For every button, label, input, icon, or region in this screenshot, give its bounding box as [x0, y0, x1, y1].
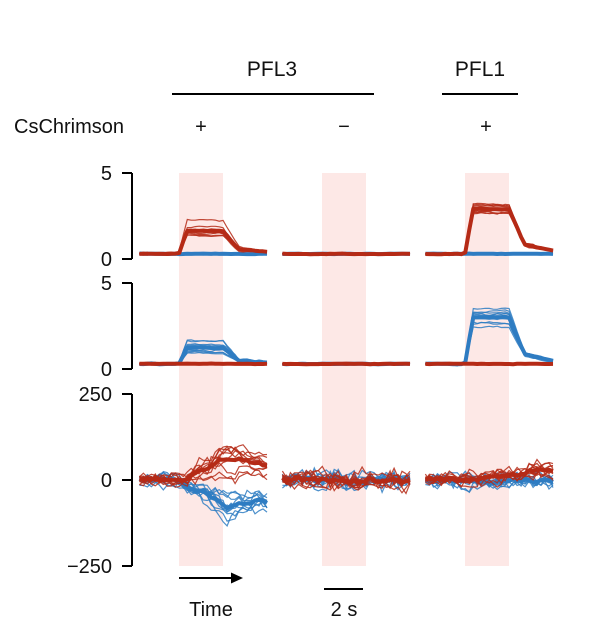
group-label-pfl3: PFL3 — [247, 58, 297, 81]
scale-bar-label: 2 s — [331, 599, 358, 621]
mean-trace-red-row3-col1 — [139, 456, 268, 483]
y-tick-label-row1-0: 0 — [101, 249, 112, 271]
stimulus-shade-col3 — [465, 173, 509, 566]
header: PFL3 PFL1 CsChrimson + − + — [14, 58, 518, 138]
y-tick-label-row3-neg250: −250 — [67, 556, 112, 578]
stimulus-shade-col2 — [322, 173, 366, 566]
mean-trace-red-row2-col3 — [425, 361, 554, 367]
time-annotation: Time 2 s — [179, 572, 363, 621]
condition-label: CsChrimson — [14, 116, 124, 138]
time-arrow-head-icon — [231, 572, 243, 584]
y-tick-label-row3-0: 0 — [101, 470, 112, 492]
mean-trace-red-row2-col2 — [282, 361, 411, 367]
condition-sign-1: + — [195, 116, 207, 138]
trace-red-row3-col3-5 — [424, 458, 554, 485]
group-label-pfl1: PFL1 — [455, 58, 505, 81]
trace-red-row3-col3-10 — [425, 462, 554, 485]
trace-red-row3-col1-5 — [139, 469, 268, 485]
y-tick-label-row2-0: 0 — [101, 359, 112, 381]
trace-red-row3-col1-10 — [139, 450, 268, 486]
traces — [138, 202, 554, 527]
mean-trace-red-row3-col3 — [425, 467, 554, 483]
time-label: Time — [189, 599, 233, 621]
trace-blue-row3-col1-10 — [139, 475, 268, 522]
mean-trace-red-row2-col1 — [139, 361, 268, 367]
condition-sign-2: − — [338, 116, 350, 138]
y-tick-label-row3-250: 250 — [79, 384, 112, 406]
mean-trace-red-row3-col2 — [281, 475, 411, 486]
mean-trace-red-row1-col1 — [139, 228, 268, 256]
mean-trace-red-row1-col3 — [425, 206, 554, 257]
trace-red-row3-col3-6 — [425, 464, 554, 488]
condition-sign-3: + — [480, 116, 492, 138]
y-axes: 5 0 5 0 250 0 −250 — [67, 163, 133, 578]
y-tick-label-row1-5: 5 — [101, 163, 112, 185]
y-tick-label-row2-5: 5 — [101, 273, 112, 295]
mean-trace-red-row1-col2 — [282, 251, 411, 257]
